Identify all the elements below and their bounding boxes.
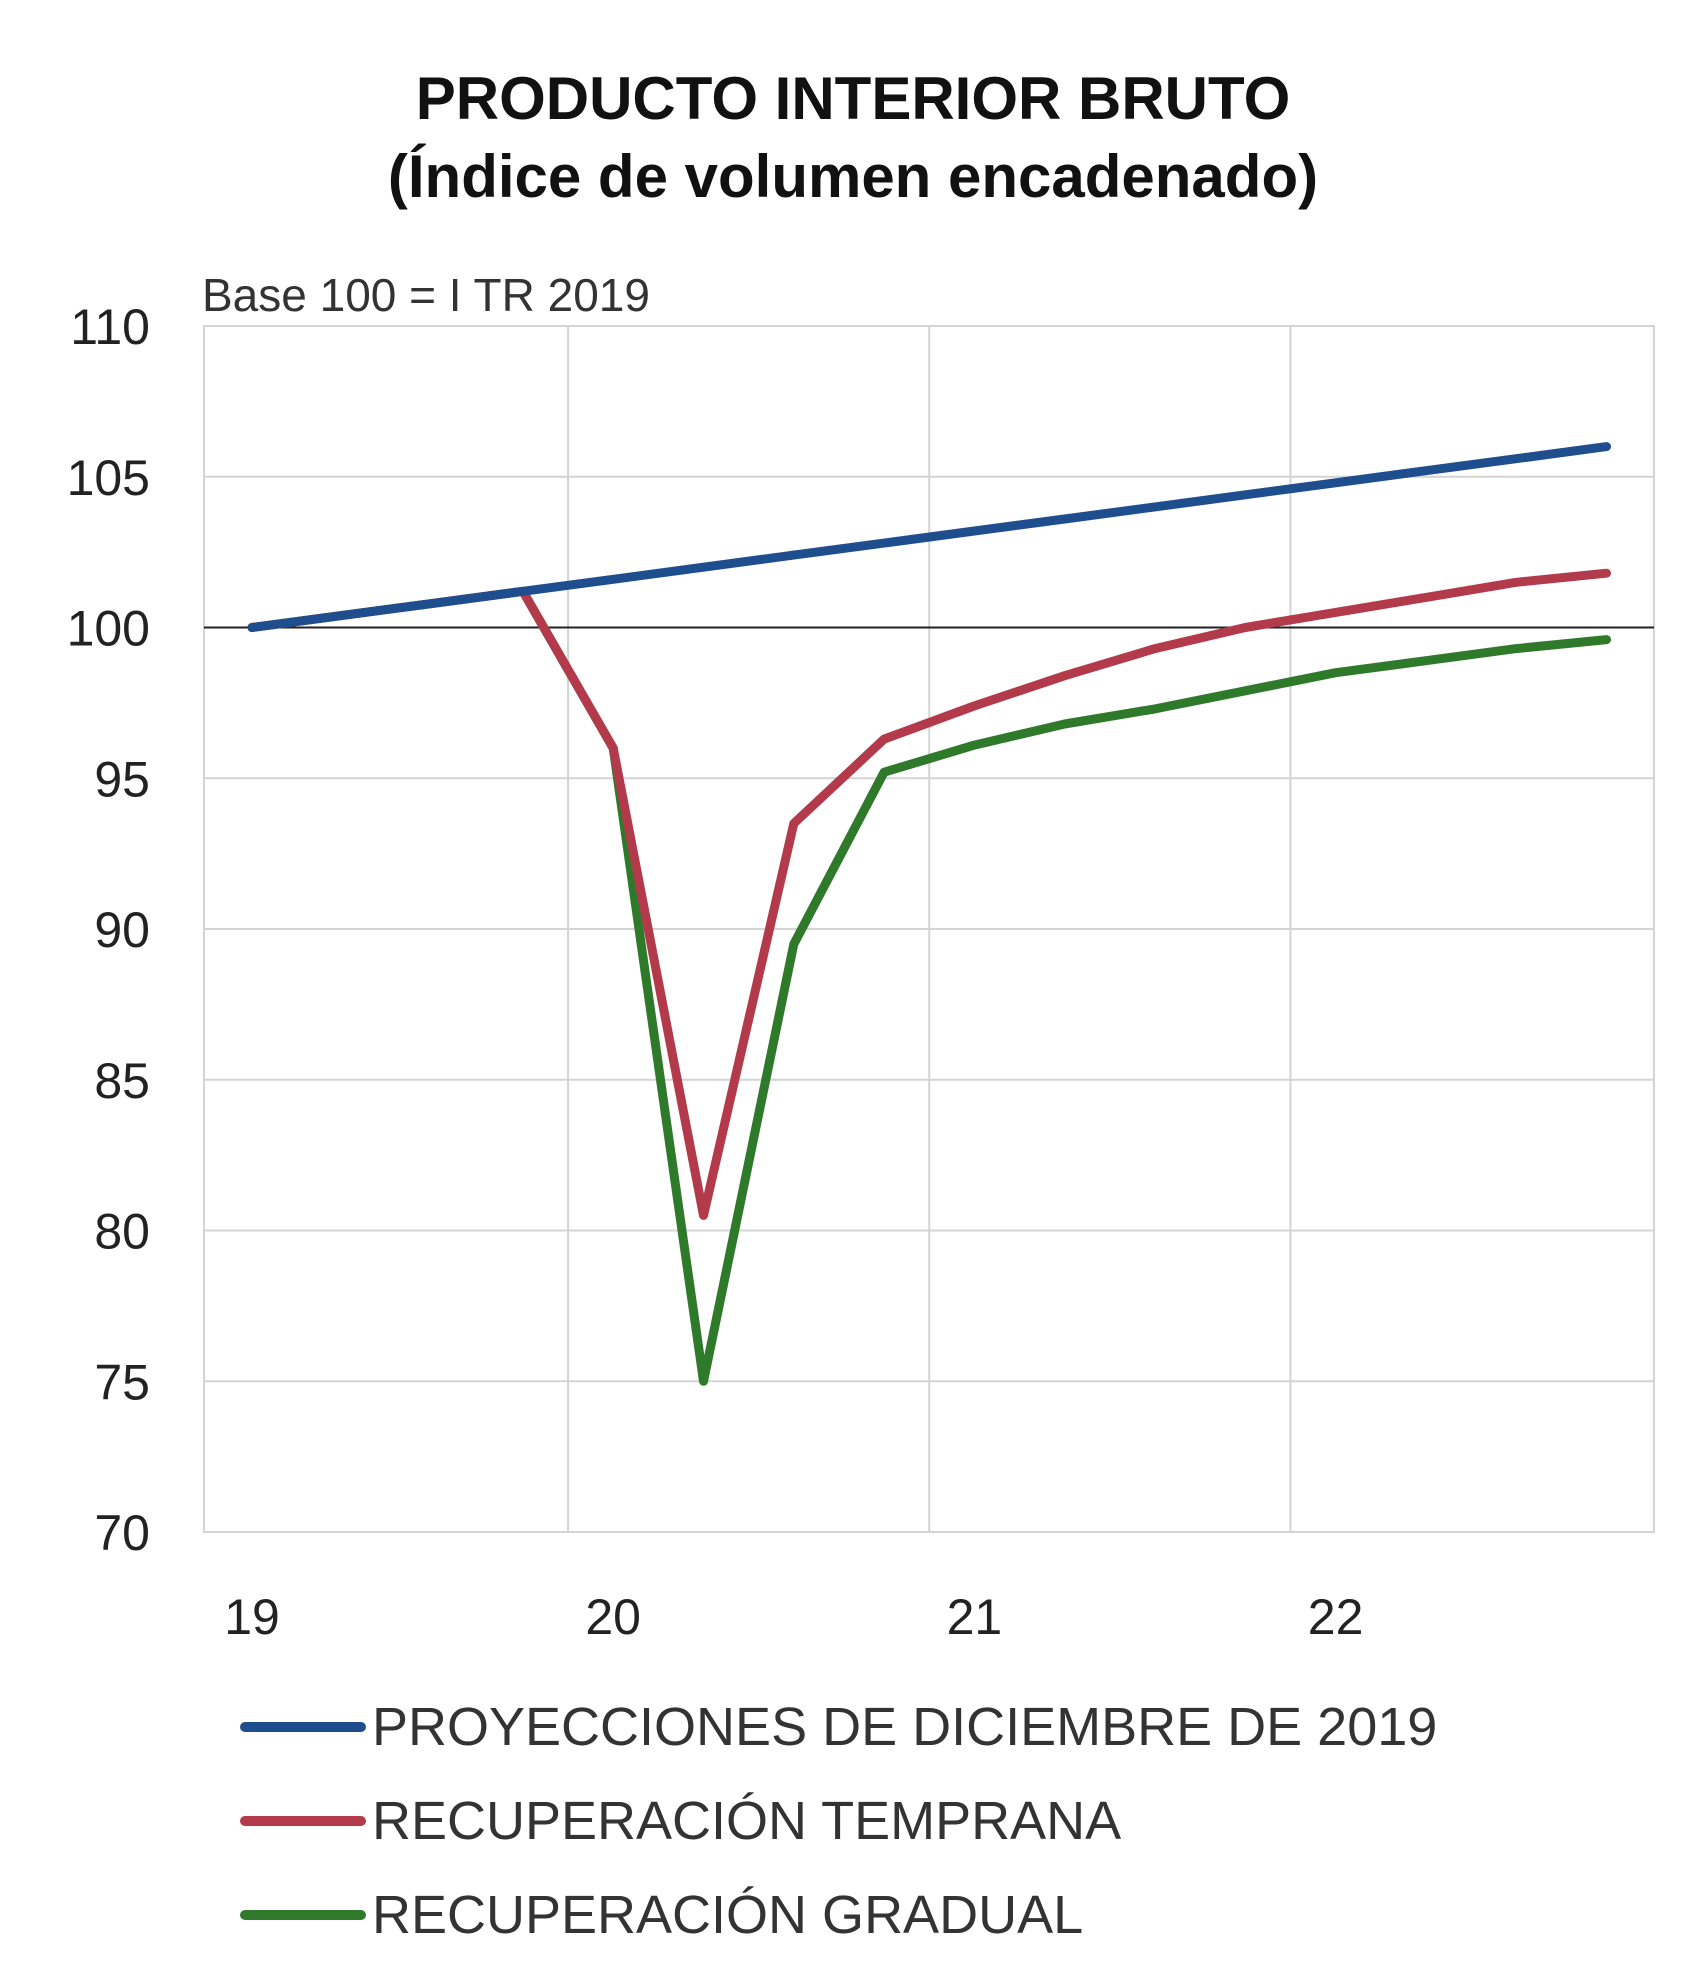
x-tick-label: 19 xyxy=(224,1589,280,1645)
y-tick-label: 80 xyxy=(94,1204,150,1260)
legend-item-temprana: RECUPERACIÓN TEMPRANA xyxy=(240,1774,1437,1868)
legend-label-temprana: RECUPERACIÓN TEMPRANA xyxy=(372,1791,1122,1851)
y-tick-label: 100 xyxy=(67,601,150,657)
x-tick-label: 22 xyxy=(1308,1589,1364,1645)
y-tick-label: 70 xyxy=(94,1505,150,1561)
legend-item-proyecciones: PROYECCIONES DE DICIEMBRE DE 2019 xyxy=(240,1680,1437,1774)
y-tick-label: 75 xyxy=(94,1354,150,1410)
legend-swatch-temprana xyxy=(240,1816,366,1826)
y-tick-label: 90 xyxy=(94,902,150,958)
y-tick-label: 110 xyxy=(70,299,150,355)
legend-item-gradual: RECUPERACIÓN GRADUAL xyxy=(240,1868,1437,1962)
y-tick-label: 85 xyxy=(94,1053,150,1109)
legend-label-proyecciones: PROYECCIONES DE DICIEMBRE DE 2019 xyxy=(372,1697,1438,1757)
y-tick-label: 105 xyxy=(67,450,150,506)
series-line-proyecciones xyxy=(247,442,1611,632)
legend-swatch-proyecciones xyxy=(240,1722,366,1732)
base-note: Base 100 = I TR 2019 xyxy=(202,269,650,321)
chart-title: PRODUCTO INTERIOR BRUTO xyxy=(415,65,1291,132)
x-tick-label: 21 xyxy=(947,1589,1003,1645)
line-chart: 70 75 80 85 90 95 100 105 110 19 20 21 22 xyxy=(67,299,1655,1645)
y-tick-label: 95 xyxy=(94,751,150,807)
legend-swatch-gradual xyxy=(240,1910,366,1920)
legend: PROYECCIONES DE DICIEMBRE DE 2019 RECUPE… xyxy=(240,1680,1437,1962)
legend-label-gradual: RECUPERACIÓN GRADUAL xyxy=(372,1885,1084,1945)
chart-subtitle: (Índice de volumen encadenado) xyxy=(387,143,1319,210)
x-tick-label: 20 xyxy=(585,1589,641,1645)
